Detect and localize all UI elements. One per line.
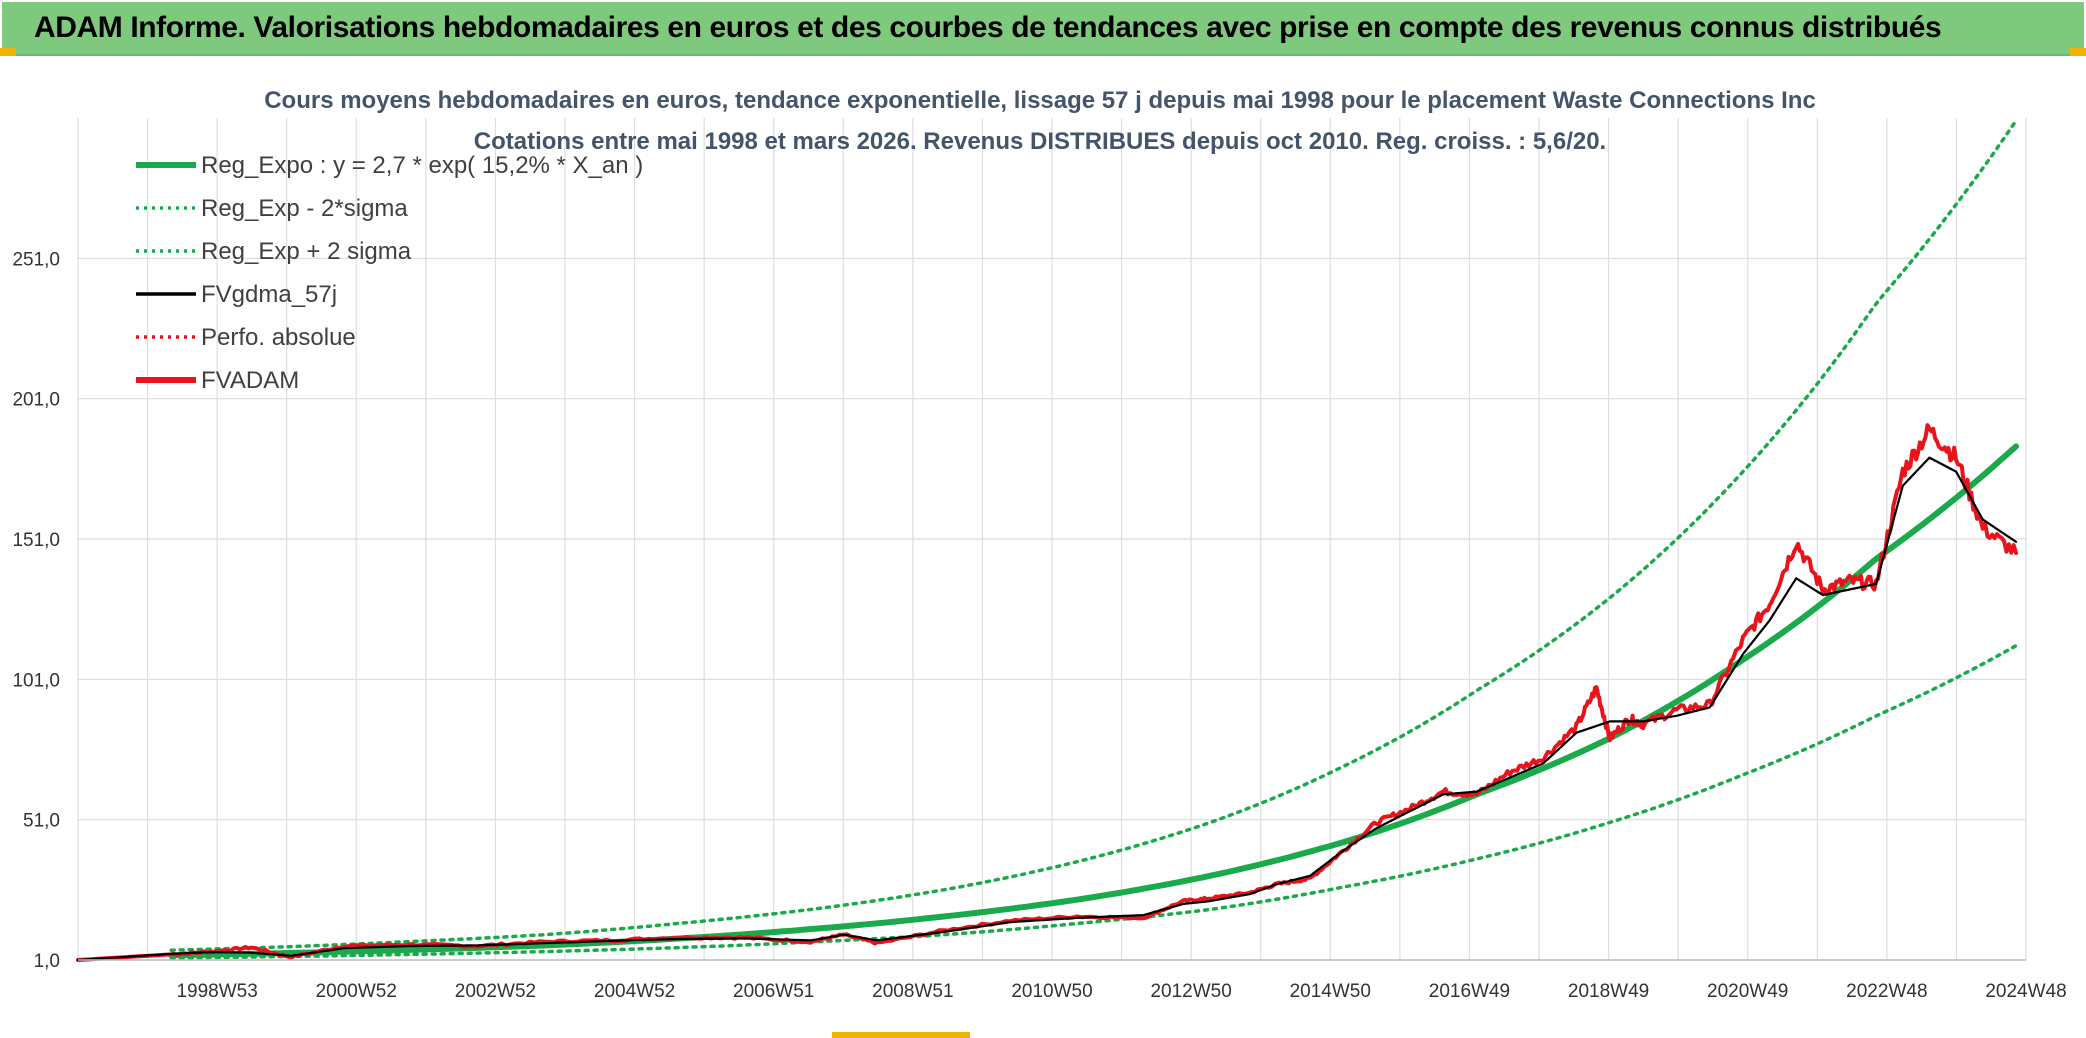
y-tick-label: 51,0 [23, 811, 60, 832]
series-line-reg-expo-y-2-7-exp-15-2-x-an [168, 443, 2019, 959]
x-tick-label: 2018W49 [1568, 981, 1649, 1002]
series-layer [76, 119, 2019, 962]
y-tick-label: 251,0 [12, 249, 60, 270]
chart-title-line1: Cours moyens hebdomadaires en euros, ten… [264, 87, 1816, 114]
legend-label: FVgdma_57j [201, 281, 337, 308]
legend-label: Reg_Expo : y = 2,7 * exp( 15,2% * X_an ) [201, 152, 643, 179]
header-bar: ADAM Informe. Valorisations hebdomadaire… [2, 2, 2084, 56]
x-tick-label: 2000W52 [316, 981, 397, 1002]
y-tick-label: 151,0 [12, 530, 60, 551]
bottom-accent-tab [832, 1032, 970, 1038]
series-line-reg-exp-2-sigma [169, 643, 2018, 960]
x-tick-label: 2024W48 [1985, 981, 2066, 1002]
x-tick-label: 2012W50 [1150, 981, 1231, 1002]
chart-area: Cours moyens hebdomadaires en euros, ten… [12, 87, 2066, 1002]
legend-label: Reg_Exp + 2 sigma [201, 238, 412, 265]
x-tick-label: 2016W49 [1429, 981, 1510, 1002]
series-line-fvadam [76, 423, 2018, 962]
legend: Reg_Expo : y = 2,7 * exp( 15,2% * X_an )… [136, 152, 643, 394]
legend-label: Perfo. absolue [201, 324, 356, 351]
x-tick-label: 2022W48 [1846, 981, 1927, 1002]
legend-label: Reg_Exp - 2*sigma [201, 195, 408, 222]
x-tick-label: 1998W53 [176, 981, 257, 1002]
x-tick-label: 2008W51 [872, 981, 953, 1002]
x-tick-label: 2002W52 [455, 981, 536, 1002]
legend-label: FVADAM [201, 367, 299, 394]
y-tick-label: 1,0 [34, 951, 60, 972]
series-line-fvgdma-57j [76, 456, 2018, 962]
chart-title-line2: Cotations entre mai 1998 et mars 2026. R… [474, 128, 1606, 155]
corner-accent-top-right [2070, 48, 2086, 56]
series-line-reg-exp-2-sigma [169, 119, 2018, 952]
x-tick-label: 2020W49 [1707, 981, 1788, 1002]
y-tick-label: 201,0 [12, 390, 60, 411]
x-tick-label: 2014W50 [1290, 981, 1371, 1002]
x-tick-label: 2006W51 [733, 981, 814, 1002]
page-title: ADAM Informe. Valorisations hebdomadaire… [34, 11, 1942, 44]
x-tick-label: 2004W52 [594, 981, 675, 1002]
x-tick-label: 2010W50 [1011, 981, 1092, 1002]
axis-layer: 1,0 51,0 101,0 151,0 201,0 251,0 1998W53 2000W5… [12, 249, 2066, 1002]
corner-accent-top-left [0, 48, 16, 56]
y-tick-label: 101,0 [12, 670, 60, 691]
